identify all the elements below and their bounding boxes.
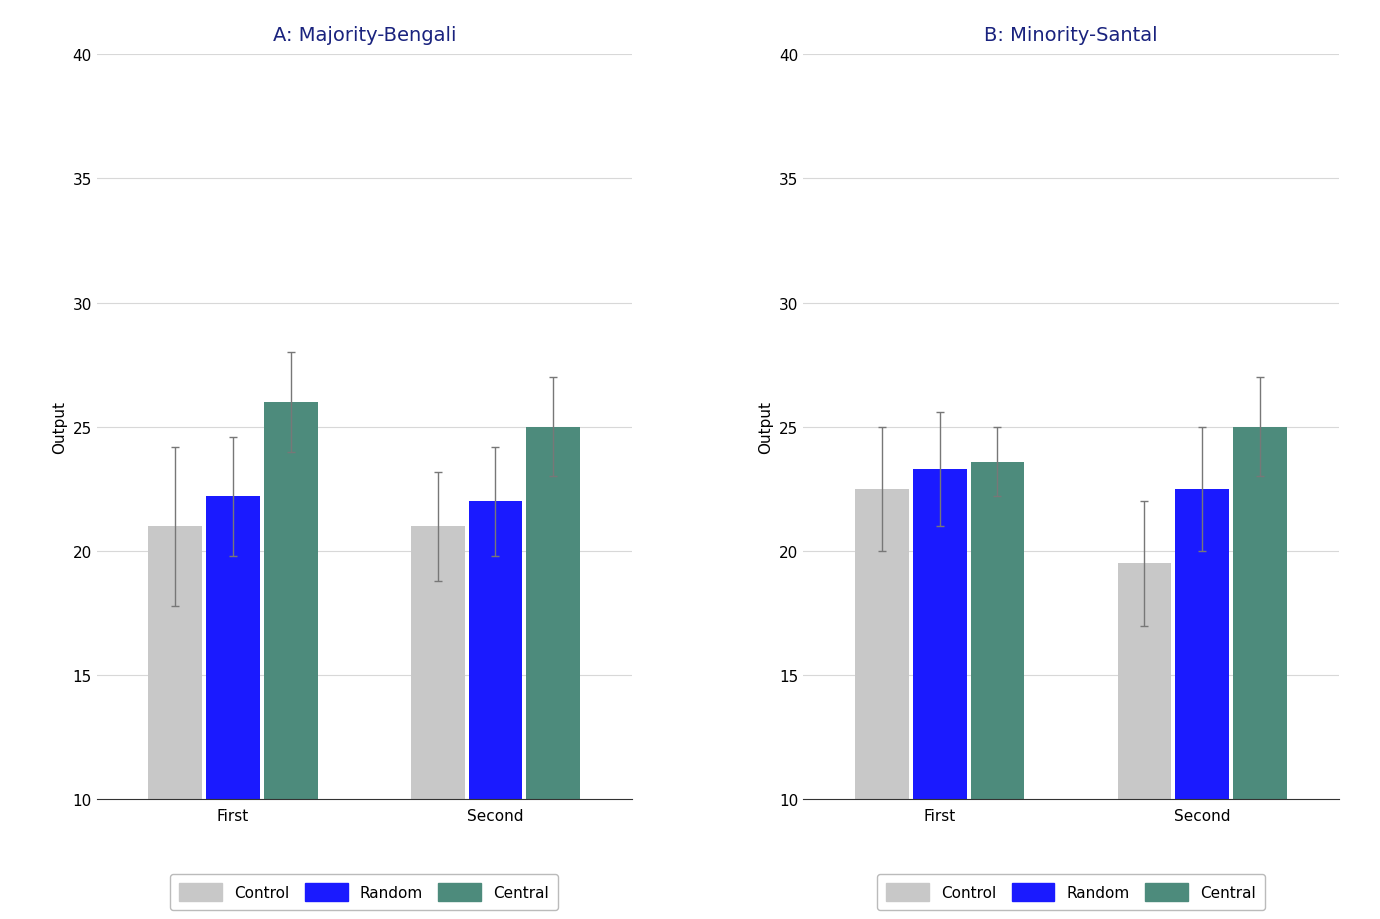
- Bar: [469, 502, 523, 800]
- Bar: [1118, 563, 1172, 800]
- Bar: [970, 462, 1024, 800]
- Bar: [526, 427, 580, 800]
- Title: B: Minority-Santal: B: Minority-Santal: [984, 27, 1158, 45]
- Legend: Control, Random, Central: Control, Random, Central: [876, 874, 1265, 910]
- Bar: [206, 497, 259, 800]
- Title: A: Majority-Bengali: A: Majority-Bengali: [272, 27, 455, 45]
- Bar: [912, 470, 966, 800]
- Y-axis label: Output: Output: [52, 401, 66, 454]
- Bar: [411, 527, 465, 800]
- Legend: Control, Random, Central: Control, Random, Central: [170, 874, 559, 910]
- Bar: [149, 527, 203, 800]
- Y-axis label: Output: Output: [759, 401, 773, 454]
- Bar: [856, 489, 909, 800]
- Bar: [264, 403, 317, 800]
- Bar: [1176, 489, 1230, 800]
- Bar: [1232, 427, 1286, 800]
